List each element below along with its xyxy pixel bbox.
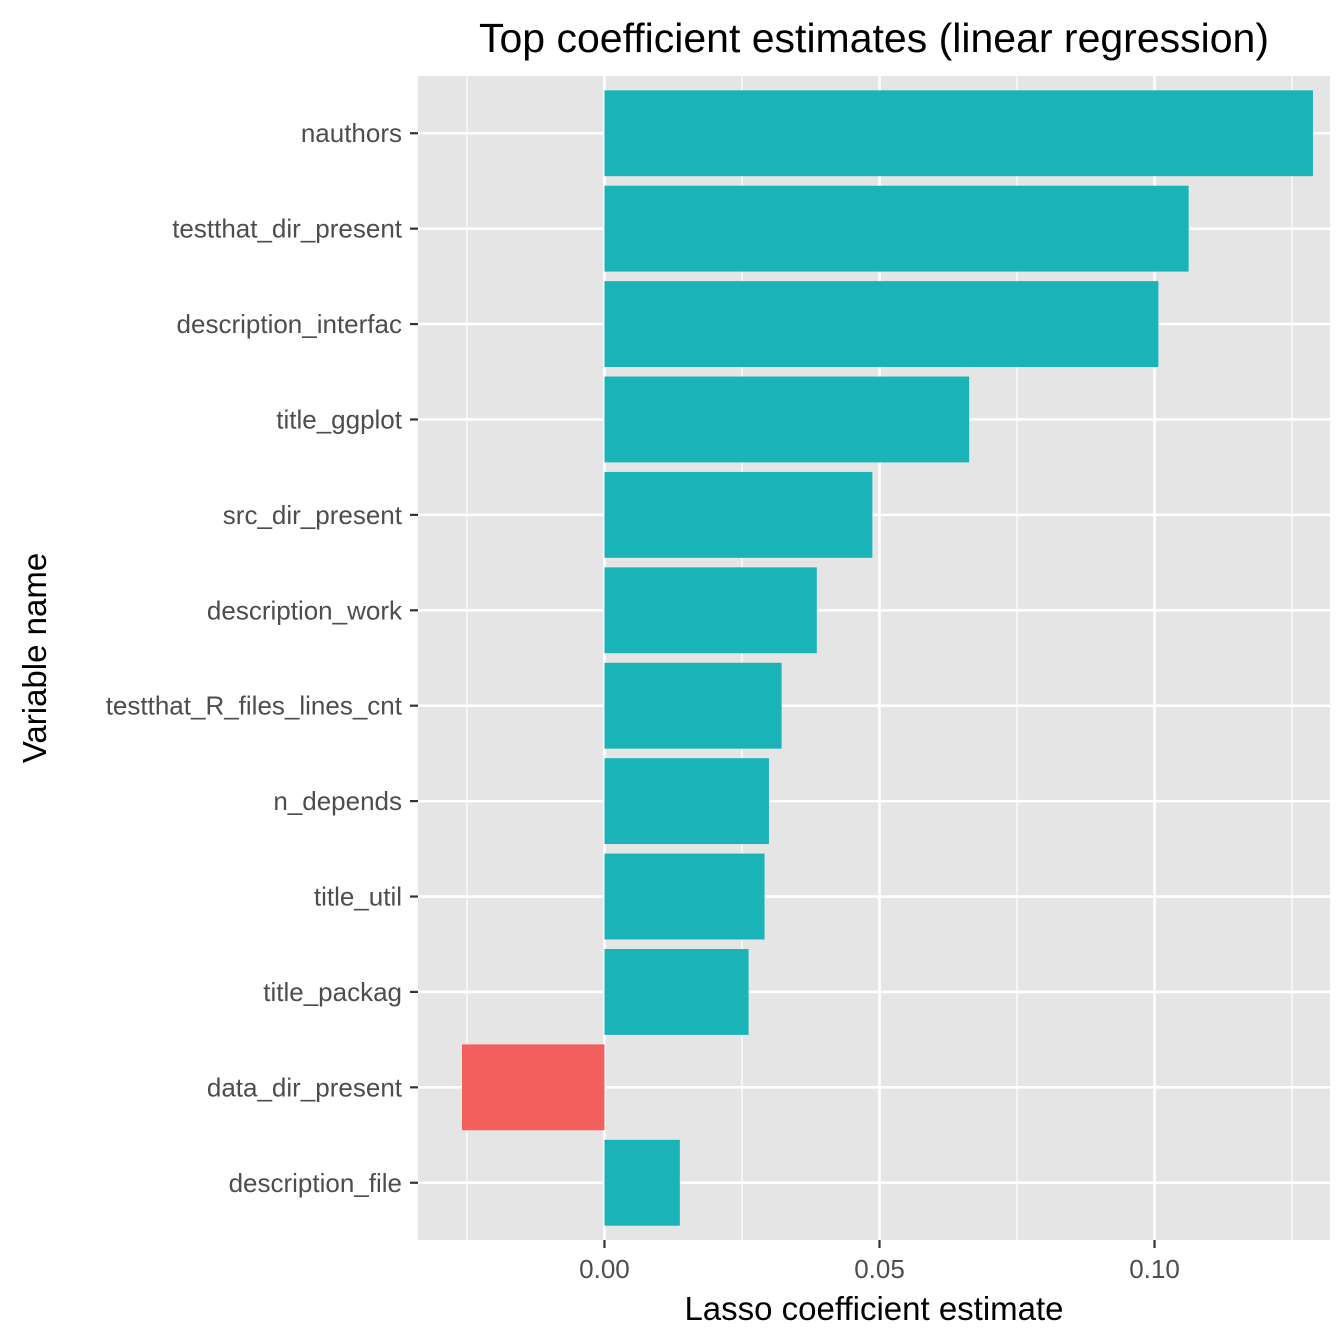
- y-tick-label: description_work: [207, 595, 403, 625]
- bar-description_file: [604, 1139, 680, 1226]
- y-tick-label: n_depends: [273, 786, 402, 816]
- chart-title: Top coefficient estimates (linear regres…: [479, 15, 1269, 61]
- x-tick-label: 0.05: [854, 1254, 905, 1284]
- y-tick-label: title_ggplot: [276, 404, 403, 434]
- bar-testthat_R_files_lines_cnt: [604, 662, 782, 749]
- y-tick-label: testthat_R_files_lines_cnt: [106, 691, 403, 721]
- y-tick-label: src_dir_present: [223, 500, 403, 530]
- bar-description_work: [604, 567, 817, 654]
- y-tick-label: testthat_dir_present: [172, 214, 403, 244]
- y-tick-label: description_interfac: [177, 309, 402, 339]
- bar-title_ggplot: [604, 376, 970, 463]
- bar-nauthors: [604, 90, 1313, 177]
- y-tick-label: description_file: [229, 1168, 402, 1198]
- bar-src_dir_present: [604, 471, 873, 558]
- y-tick-label: data_dir_present: [207, 1072, 403, 1102]
- bar-title_packag: [604, 949, 749, 1035]
- x-axis: 0.00 0.05 0.10: [579, 1240, 1180, 1284]
- y-axis-title: Variable name: [16, 553, 53, 763]
- x-axis-title: Lasso coefficient estimate: [684, 1290, 1063, 1327]
- y-axis: nauthors testthat_dir_present description_…: [106, 118, 418, 1198]
- y-tick-label: nauthors: [301, 118, 402, 148]
- x-tick-label: 0.10: [1129, 1254, 1180, 1284]
- y-tick-label: title_packag: [263, 977, 402, 1007]
- bar-description_interfac: [604, 281, 1159, 367]
- bars: [462, 90, 1313, 1226]
- bar-n_depends: [604, 758, 769, 845]
- y-tick-label: title_util: [314, 882, 402, 912]
- x-tick-label: 0.00: [579, 1254, 630, 1284]
- bar-testthat_dir_present: [604, 185, 1189, 272]
- bar-title_util: [604, 853, 765, 940]
- bar-data_dir_present: [462, 1044, 605, 1131]
